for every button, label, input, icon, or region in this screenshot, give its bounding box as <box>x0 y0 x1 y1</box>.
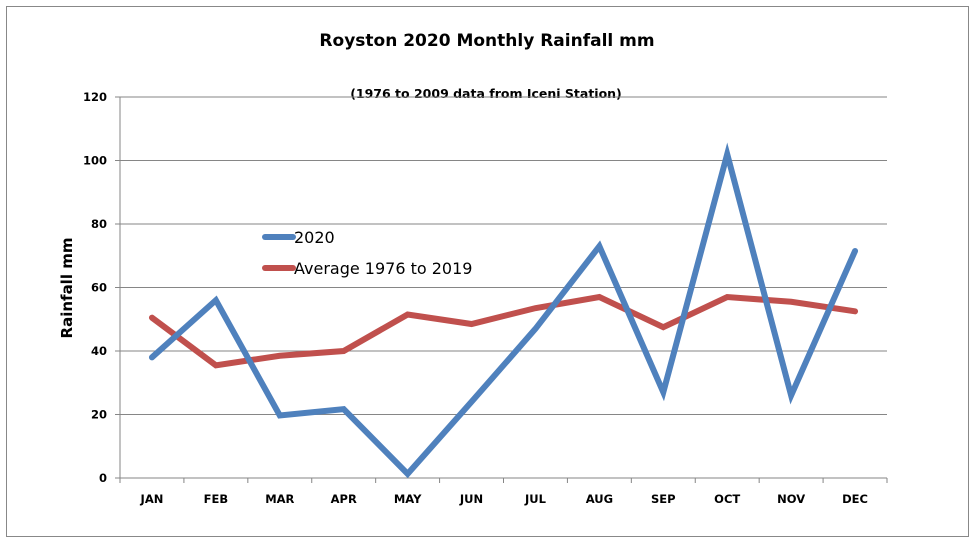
gridlines <box>120 96 887 415</box>
y-tick-label: 20 <box>91 408 107 422</box>
legend: 2020 Average 1976 to 2019 <box>262 228 472 278</box>
series-line-average <box>148 293 859 369</box>
y-tick-label: 120 <box>83 90 107 104</box>
chart-title: Royston 2020 Monthly Rainfall mm <box>319 31 654 51</box>
x-tick-label-sep: SEP <box>651 492 676 506</box>
y-tick-label: 40 <box>91 344 107 358</box>
y-tick-label: 0 <box>99 471 107 485</box>
y-tick-labels: 0 20 40 60 80 100 120 <box>83 90 107 485</box>
legend-label-average: Average 1976 to 2019 <box>294 259 472 278</box>
x-tick-label-aug: AUG <box>586 492 613 506</box>
x-tick-label-jun: JUN <box>459 492 483 506</box>
x-tick-label-dec: DEC <box>842 492 868 506</box>
x-tick-label-may: MAY <box>394 492 422 506</box>
series-line-2020 <box>148 142 859 479</box>
y-tick-label: 100 <box>83 154 107 168</box>
axes <box>115 96 888 483</box>
chart-frame <box>6 6 969 537</box>
x-tick-label-jul: JUL <box>524 492 547 506</box>
x-tick-label-jan: JAN <box>140 492 164 506</box>
x-tick-label-mar: MAR <box>265 492 294 506</box>
x-tick-label-nov: NOV <box>777 492 805 506</box>
x-tick-label-oct: OCT <box>714 492 740 506</box>
x-tick-labels: JAN FEB MAR APR MAY JUN JUL AUG SEP OCT NOV DEC <box>140 492 868 506</box>
y-tick-label: 60 <box>91 281 107 295</box>
x-tick-label-apr: APR <box>331 492 357 506</box>
y-axis-label: Rainfall mm <box>58 238 76 339</box>
x-tick-label-feb: FEB <box>204 492 228 506</box>
series-lines <box>148 142 859 479</box>
y-tick-label: 80 <box>91 217 107 231</box>
legend-label-2020: 2020 <box>294 228 335 247</box>
chart-subtitle: (1976 to 2009 data from Iceni Station) <box>350 86 622 101</box>
